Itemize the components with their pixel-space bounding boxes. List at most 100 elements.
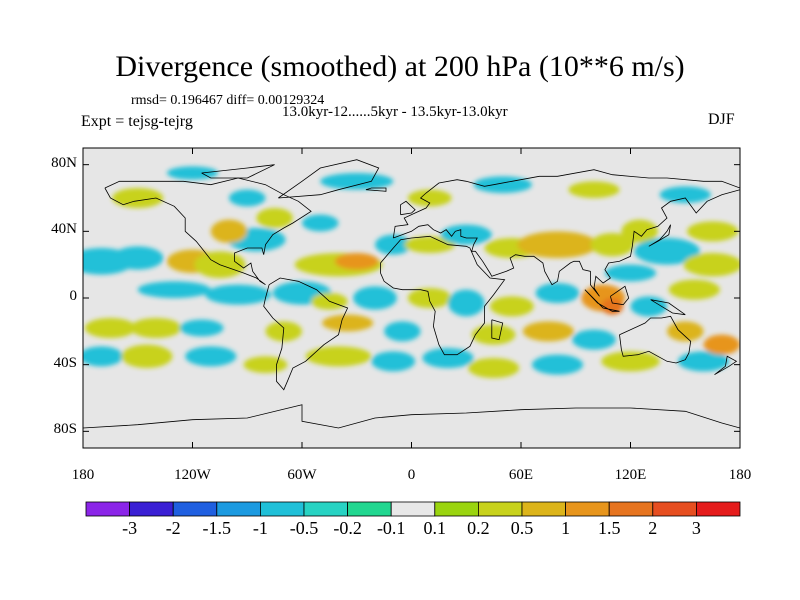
divergence-field <box>83 166 740 378</box>
colorbar-label: -1 <box>252 518 268 538</box>
y-tick-label: 80N <box>51 154 77 171</box>
field-blob <box>229 189 266 207</box>
colorbar-swatch <box>303 501 348 517</box>
colorbar-label: 1 <box>561 518 571 538</box>
field-blob <box>440 224 492 245</box>
field-blob <box>137 281 211 298</box>
field-blob <box>471 324 516 345</box>
field-blob <box>407 189 452 207</box>
field-blob <box>404 236 456 254</box>
field-blob <box>305 346 372 367</box>
field-blob <box>621 219 658 243</box>
colorbar-swatch <box>347 501 392 517</box>
field-blob <box>568 181 620 199</box>
colorbar-label: 2 <box>648 518 658 538</box>
coastline <box>650 299 686 316</box>
colorbar-label: 0.1 <box>423 518 447 538</box>
colorbar-swatch <box>172 501 218 517</box>
field-blob <box>205 284 271 305</box>
coastline <box>619 315 692 364</box>
field-blob <box>166 166 219 180</box>
field-blob <box>112 188 164 208</box>
x-tick-label: 180 <box>71 467 95 483</box>
colorbar-label: 3 <box>691 518 701 538</box>
coastline <box>610 285 630 306</box>
field-blob <box>601 298 624 315</box>
y-tick-label: 40S <box>53 354 77 371</box>
field-blob <box>703 334 740 355</box>
colorbar <box>85 501 741 517</box>
colorbar-label: -0.2 <box>333 518 362 538</box>
colorbar-swatch <box>477 501 523 517</box>
coastlines <box>83 159 740 429</box>
field-blob <box>302 214 339 232</box>
colorbar-label: -0.5 <box>289 518 319 538</box>
coastline <box>365 187 387 192</box>
field-blob <box>407 288 452 308</box>
field-blob <box>334 253 379 270</box>
coastline <box>201 164 275 179</box>
colorbar-label: 0.5 <box>510 518 534 538</box>
field-blob <box>468 358 520 378</box>
field-blob <box>522 321 574 342</box>
field-blob <box>185 346 237 367</box>
x-tick-label: 180 <box>728 467 752 483</box>
field-blob <box>179 319 224 337</box>
x-tick-label: 120E <box>614 467 647 483</box>
colorbar-label: 1.5 <box>597 518 621 538</box>
x-tick-label: 0 <box>407 467 416 483</box>
coastline <box>380 235 506 356</box>
stats-text: rmsd= 0.196467 diff= 0.00129324 <box>131 93 325 108</box>
field-blob <box>256 208 293 228</box>
field-blob <box>572 329 616 350</box>
period-text: 13.0kyr-12......5kyr - 13.5kyr-13.0kyr <box>282 104 508 120</box>
colorbar-swatch <box>565 501 610 517</box>
coastline <box>393 189 740 297</box>
figure-title: Divergence (smoothed) at 200 hPa (10**6 … <box>115 50 685 83</box>
field-blob <box>84 318 136 338</box>
field-blob <box>422 348 474 368</box>
coastline <box>104 177 312 286</box>
colorbar-swatch <box>259 501 305 517</box>
field-blob <box>121 344 173 369</box>
field-blob <box>243 356 288 373</box>
field-blob <box>590 233 635 257</box>
field-blob <box>659 186 711 204</box>
experiment-label: Expt = tejsg-tejrg <box>81 113 193 130</box>
coastline <box>714 355 738 376</box>
field-blob <box>130 318 182 338</box>
colorbar-swatch <box>696 501 741 517</box>
colorbar-swatch <box>608 501 654 517</box>
axis-ticks <box>82 148 741 448</box>
field-blob <box>531 354 584 375</box>
colorbar-label: -1.5 <box>202 518 232 538</box>
y-tick-label: 80S <box>53 421 77 438</box>
x-tick-label: 120W <box>174 467 211 483</box>
field-blob <box>112 246 164 270</box>
field-blob-group <box>83 166 740 378</box>
colorbar-swatch <box>85 501 130 517</box>
colorbar-label: -0.1 <box>376 518 406 538</box>
field-blob <box>353 286 397 310</box>
colorbar-label: -2 <box>165 518 181 538</box>
coastline <box>648 224 671 247</box>
field-blob <box>634 238 700 265</box>
field-blob <box>322 314 374 332</box>
colorbar-swatch <box>434 501 479 517</box>
y-tick-label: 0 <box>69 288 78 304</box>
field-blob <box>687 221 739 242</box>
field-blob <box>384 321 421 342</box>
field-blob <box>489 296 534 317</box>
field-blob <box>517 231 598 258</box>
colorbar-label: 0.2 <box>467 518 490 538</box>
field-blob <box>448 289 485 317</box>
x-tick-label: 60E <box>508 467 534 483</box>
coastline <box>263 277 349 391</box>
coastline <box>278 159 380 199</box>
colorbar-swatch <box>652 501 697 517</box>
field-blob <box>604 264 657 282</box>
coastline <box>400 200 416 216</box>
field-blob <box>667 321 704 342</box>
